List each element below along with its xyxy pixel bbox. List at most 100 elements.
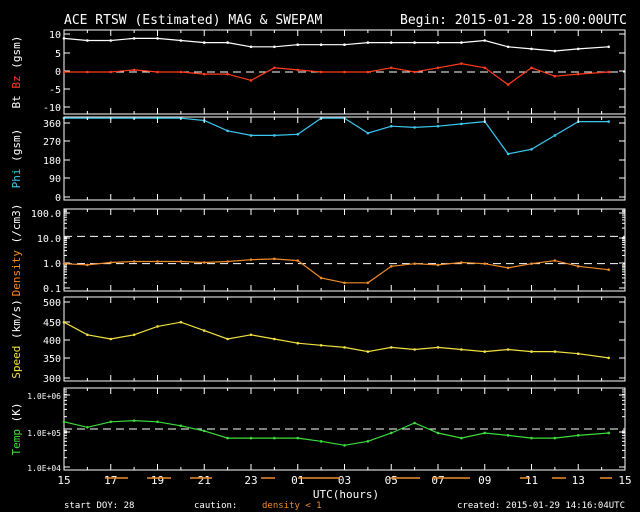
- data-point: [413, 348, 416, 351]
- data-point: [296, 436, 300, 440]
- data-point: [202, 429, 206, 433]
- y-tick-label: 180: [43, 156, 61, 167]
- data-point: [273, 134, 276, 137]
- y-tick-label: 10.0: [37, 234, 61, 245]
- data-point: [413, 262, 416, 265]
- y-tick-label: 360: [43, 119, 61, 130]
- data-point: [132, 260, 136, 263]
- y-axis-label-part: (km/s): [10, 299, 23, 345]
- data-point: [86, 39, 89, 42]
- panel-frame: [63, 208, 626, 292]
- data-point: [389, 346, 393, 349]
- chart-title: ACE RTSW (Estimated) MAG & SWEPAM: [64, 13, 322, 28]
- data-point: [576, 72, 580, 76]
- data-point: [460, 41, 463, 44]
- data-point: [413, 41, 416, 44]
- data-point: [576, 265, 580, 268]
- data-point: [319, 344, 323, 347]
- data-point: [413, 421, 416, 425]
- data-point: [389, 41, 393, 44]
- data-point: [156, 420, 159, 424]
- data-point: [576, 434, 580, 437]
- data-point: [109, 70, 113, 74]
- data-point: [436, 124, 440, 128]
- x-tick-label: 07: [431, 474, 444, 487]
- data-point: [202, 261, 206, 264]
- y-tick-label: -10: [43, 103, 61, 114]
- data-point: [249, 134, 253, 137]
- data-point: [506, 434, 510, 437]
- y-tick-label: 1.0E+04: [27, 464, 61, 473]
- data-point: [366, 440, 370, 443]
- data-point: [343, 43, 346, 46]
- data-point: [132, 333, 136, 337]
- series-line: [63, 37, 609, 52]
- data-point: [460, 261, 463, 264]
- data-point: [607, 356, 610, 360]
- data-point: [62, 420, 66, 424]
- panel-frame: [63, 296, 626, 382]
- data-point: [86, 426, 89, 429]
- data-point: [553, 259, 557, 262]
- data-point: [132, 68, 136, 72]
- y-tick-label: 5: [55, 49, 61, 60]
- y-tick-label: -5: [49, 85, 61, 96]
- data-point: [249, 79, 253, 82]
- x-tick-label: 17: [104, 474, 117, 487]
- y-tick-label: 350: [43, 354, 61, 365]
- data-point: [366, 41, 370, 44]
- data-point: [156, 260, 159, 263]
- data-point: [273, 257, 276, 261]
- x-tick-label: 09: [478, 474, 491, 487]
- data-point: [436, 41, 440, 44]
- y-axis-label: Bt Bz (gsm): [10, 36, 23, 109]
- data-point: [607, 120, 610, 123]
- x-tick-label: 13: [572, 474, 585, 487]
- data-point: [296, 43, 300, 46]
- panel-phi: 0 90 180 270 360 Phi (gsm): [10, 116, 626, 204]
- data-point: [506, 45, 510, 49]
- y-axis-label-part: Bz: [10, 75, 23, 95]
- x-tick-label: 21: [198, 474, 211, 487]
- data-point: [273, 66, 276, 70]
- y-axis-label-part: Temp: [10, 429, 23, 456]
- series-speed: [62, 320, 610, 360]
- data-point: [273, 45, 276, 49]
- data-point: [156, 70, 159, 74]
- data-point: [319, 440, 323, 443]
- data-point: [553, 134, 557, 137]
- data-point: [366, 70, 370, 74]
- y-tick-label: 100.0: [31, 209, 61, 220]
- data-point: [109, 337, 113, 341]
- data-point: [413, 70, 416, 74]
- x-tick-label: 15: [618, 474, 631, 487]
- data-point: [506, 348, 510, 351]
- data-point: [296, 341, 300, 345]
- y-tick-label: 1.0E+05: [27, 429, 61, 438]
- data-point: [436, 431, 440, 435]
- data-point: [179, 39, 183, 42]
- data-point: [249, 436, 253, 440]
- y-tick-label: 0.1: [43, 284, 61, 295]
- y-axis-label-part: Bt: [10, 95, 23, 108]
- data-point: [179, 424, 183, 428]
- data-point: [226, 436, 229, 440]
- data-point: [202, 329, 206, 332]
- footer-start-doy: start DOY: 28: [64, 501, 134, 511]
- data-point: [607, 70, 610, 74]
- data-point: [506, 83, 510, 86]
- data-point: [179, 70, 183, 74]
- data-point: [86, 263, 89, 267]
- data-point: [132, 419, 136, 422]
- data-point: [156, 37, 159, 40]
- data-point: [460, 122, 463, 126]
- data-point: [319, 70, 323, 74]
- data-point: [483, 350, 487, 353]
- data-point: [483, 262, 487, 265]
- y-tick-label: 0: [55, 193, 61, 204]
- data-point: [202, 72, 206, 76]
- data-point: [506, 152, 510, 156]
- data-point: [62, 37, 66, 40]
- data-point: [62, 320, 66, 324]
- data-point: [109, 420, 113, 424]
